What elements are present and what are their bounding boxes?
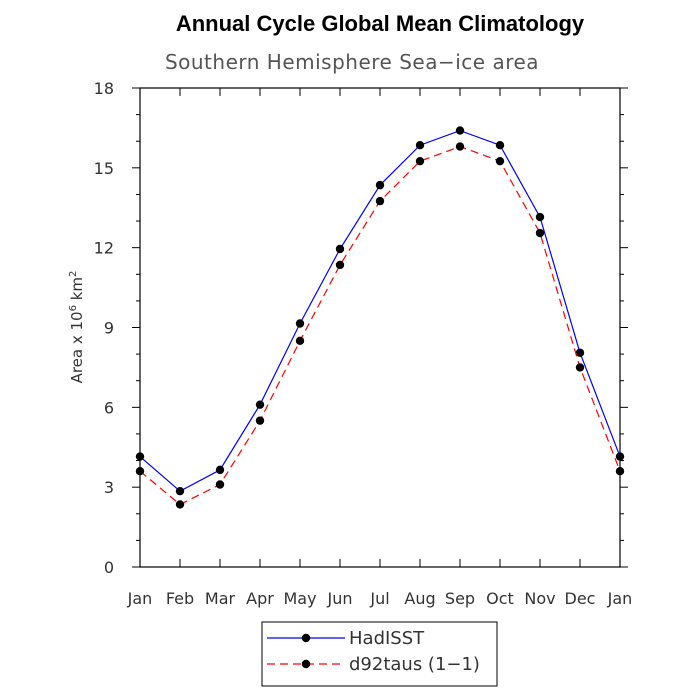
x-tick-label: Nov (524, 589, 555, 608)
legend-label: HadISST (349, 628, 425, 649)
data-point (415, 141, 425, 150)
data-point (415, 156, 425, 166)
data-point (135, 452, 145, 461)
legend-label: d92taus (1−1) (349, 654, 480, 675)
data-point (575, 348, 585, 357)
y-tick-label: 15 (94, 159, 114, 178)
y-axis-label-text: Area x 10 (68, 311, 86, 383)
data-point (215, 480, 225, 489)
x-tick-label: May (283, 589, 316, 608)
legend-box (261, 621, 498, 687)
x-tick-label: Mar (205, 589, 236, 608)
data-point (455, 142, 465, 151)
data-point (295, 319, 305, 328)
data-point (335, 244, 345, 254)
legend: HadISST d92taus (1−1) (267, 628, 480, 675)
data-point (575, 363, 585, 372)
data-point (495, 141, 505, 150)
series-2 (135, 142, 625, 509)
y-axis-label: Area x 106 km2 (68, 271, 86, 384)
series-1 (135, 126, 625, 496)
data-point (215, 465, 225, 475)
x-tick-label: Feb (166, 589, 194, 608)
data-point (335, 260, 345, 270)
legend-marker (301, 659, 311, 669)
x-tick-label: Oct (486, 589, 514, 608)
plot-frame (139, 87, 621, 568)
data-point (535, 212, 545, 222)
data-point (535, 228, 545, 238)
x-tick-label: Apr (246, 589, 274, 608)
y-tick-label: 6 (104, 398, 114, 417)
y-tick-label: 12 (94, 239, 114, 258)
data-point (495, 156, 505, 166)
x-tick-label: Aug (404, 589, 435, 608)
data-point (295, 336, 305, 346)
series-layer (135, 126, 625, 509)
data-point (455, 126, 465, 135)
data-point (375, 180, 385, 190)
y-axis-label-mid: km (68, 277, 86, 305)
y-tick-label: 9 (104, 319, 114, 338)
x-tick-label: Jan (127, 589, 153, 608)
y-axis-label-sup2: 2 (68, 271, 79, 277)
x-tick-label: Jun (327, 589, 353, 608)
x-tick-label: Sep (445, 589, 475, 608)
y-tick-label: 3 (104, 478, 114, 497)
y-tick-label: 0 (104, 558, 114, 577)
x-tick-label: Jan (607, 589, 633, 608)
x-tick-label: Dec (565, 589, 596, 608)
data-point (175, 486, 185, 496)
data-point (615, 467, 625, 476)
data-point (255, 400, 265, 409)
legend-item-1: HadISST (267, 628, 425, 649)
axis-ticks (132, 87, 628, 568)
y-axis-label-sup1: 6 (68, 305, 79, 311)
data-point (615, 452, 625, 461)
chart-subtitle: Southern Hemisphere Sea−ice area (165, 50, 539, 74)
data-point (175, 500, 185, 509)
x-tick-labels: Jan Feb Mar Apr May Jun Jul Aug Sep Oct Nov Dec Jan (127, 589, 633, 608)
legend-item-2: d92taus (1−1) (267, 654, 480, 675)
data-point (375, 196, 385, 206)
legend-marker (301, 633, 311, 643)
data-point (255, 416, 265, 425)
y-tick-label: 18 (94, 79, 114, 98)
y-tick-labels: 0 3 6 9 12 15 18 (94, 79, 114, 577)
chart-title: Annual Cycle Global Mean Climatology (176, 11, 585, 36)
data-point (135, 467, 145, 476)
x-tick-label: Jul (369, 589, 389, 608)
